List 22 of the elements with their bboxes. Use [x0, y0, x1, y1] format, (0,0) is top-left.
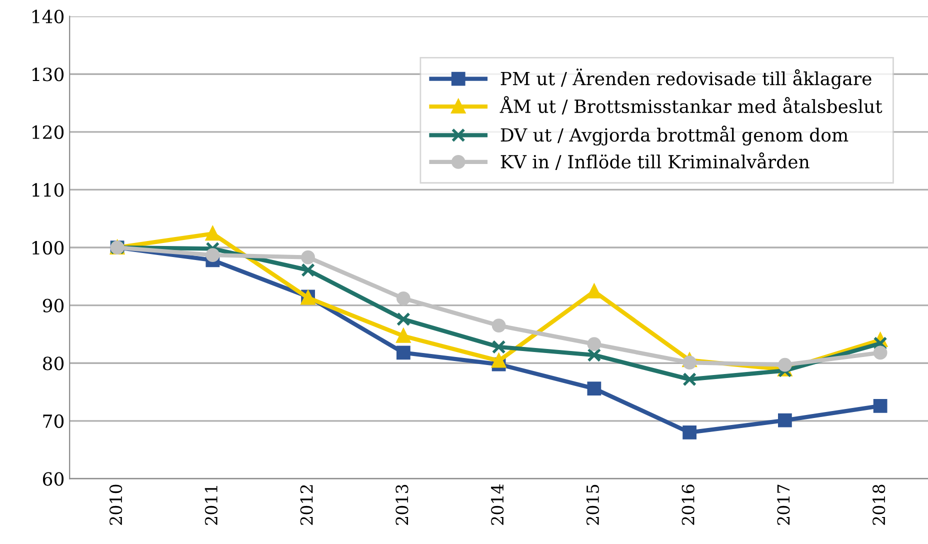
legend-label: KV in / Inflöde till Kriminalvården — [500, 152, 810, 170]
x-tick-label: 2010 — [110, 484, 122, 525]
x-tick-label: 2016 — [682, 484, 694, 525]
y-tick-label: 130 — [32, 68, 64, 82]
y-tick-label: 80 — [42, 356, 64, 370]
legend-label: DV ut / Avgjorda brottmål genom dom — [500, 126, 848, 146]
legend-label: PM ut / Ärenden redovisade till åklagare — [500, 68, 872, 90]
y-tick-label: 90 — [42, 298, 64, 312]
y-tick-label: 100 — [32, 240, 64, 255]
x-tick-label: 2017 — [777, 484, 790, 525]
y-tick-label: 70 — [43, 414, 64, 428]
x-tick-label: 2014 — [491, 484, 504, 525]
x-tick-label: 2015 — [586, 484, 600, 525]
x-tick-label: 2012 — [300, 485, 313, 525]
legend-label: ÅM ut / Brottsmisstankar med åtalsbeslut — [500, 96, 882, 115]
y-tick-label: 110 — [32, 183, 64, 197]
x-tick-label: 2011 — [204, 486, 218, 525]
y-tick-label: 60 — [42, 472, 64, 486]
x-tick-label: 2013 — [396, 484, 408, 525]
x-tick-label: 2018 — [872, 484, 886, 525]
y-tick-label: 140 — [32, 10, 64, 24]
y-tick-label: 120 — [32, 125, 64, 140]
